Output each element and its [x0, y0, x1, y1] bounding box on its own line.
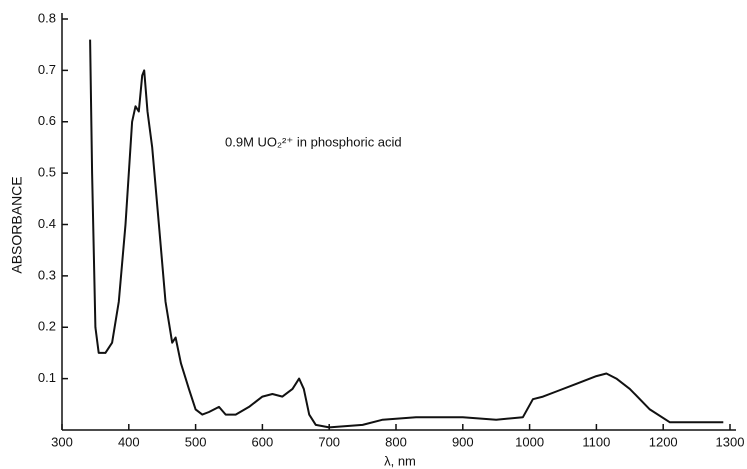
y-tick-label: 0.1 [38, 370, 56, 385]
y-tick-label: 0.4 [38, 216, 56, 231]
y-tick-label: 0.7 [38, 62, 56, 77]
y-tick-label: 0.6 [38, 113, 56, 128]
x-tick-label: 500 [185, 434, 207, 449]
x-tick-label: 300 [51, 434, 73, 449]
x-tick-label: 600 [252, 434, 274, 449]
x-tick-label: 800 [385, 434, 407, 449]
y-axis-label: ABSORBANCE [9, 176, 25, 273]
x-axis-label: λ, nm [384, 453, 416, 468]
y-tick-label: 0.5 [38, 165, 56, 180]
x-tick-label: 700 [318, 434, 340, 449]
spectrum-line [89, 39, 724, 429]
x-tick-label: 400 [118, 434, 140, 449]
annotation: 0.9M UO₂²⁺ in phosphoric acid [225, 134, 402, 149]
y-tick-label: 0.8 [38, 10, 56, 25]
x-tick-label: 1000 [515, 434, 544, 449]
x-tick-label: 1100 [582, 434, 610, 449]
y-tick-label: 0.2 [38, 319, 56, 334]
x-tick-label: 900 [452, 434, 474, 449]
x-tick-label: 1300 [716, 434, 745, 449]
y-tick-label: 0.3 [38, 267, 56, 282]
x-tick-label: 1200 [649, 434, 678, 449]
